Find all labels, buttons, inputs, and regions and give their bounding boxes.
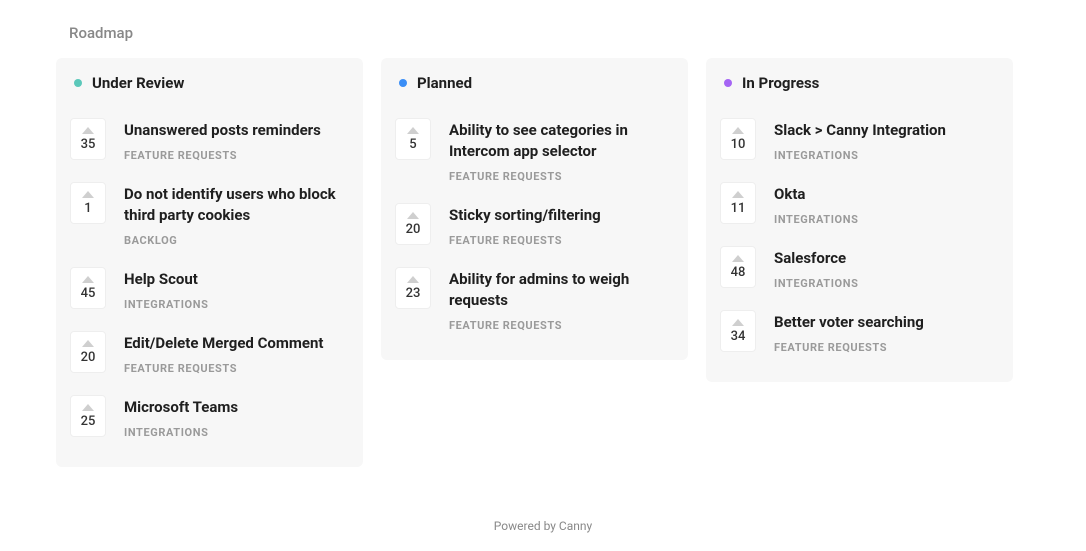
card-body: Slack > Canny Integration INTEGRATIONS — [774, 118, 946, 162]
card-title-link[interactable]: Ability for admins to weigh requests — [449, 269, 674, 311]
roadmap-card: 48 Salesforce INTEGRATIONS — [720, 236, 999, 300]
upvote-count: 20 — [406, 222, 421, 237]
upvote-count: 1 — [84, 201, 91, 216]
roadmap-card: 34 Better voter searching FEATURE REQUESTS — [720, 300, 999, 364]
upvote-arrow-icon — [732, 127, 744, 134]
card-body: Microsoft Teams INTEGRATIONS — [124, 395, 238, 439]
card-body: Okta INTEGRATIONS — [774, 182, 858, 226]
card-category-label: FEATURE REQUESTS — [124, 149, 321, 162]
upvote-count: 34 — [731, 329, 746, 344]
card-category-label: FEATURE REQUESTS — [449, 319, 674, 332]
card-category-label: INTEGRATIONS — [124, 298, 208, 311]
upvote-count: 10 — [731, 137, 746, 152]
upvote-arrow-icon — [82, 404, 94, 411]
status-dot-icon — [399, 79, 407, 87]
card-title-link[interactable]: Sticky sorting/filtering — [449, 205, 601, 226]
upvote-count: 35 — [81, 137, 96, 152]
upvote-arrow-icon — [407, 212, 419, 219]
upvote-button[interactable]: 48 — [720, 246, 756, 288]
upvote-button[interactable]: 35 — [70, 118, 106, 160]
card-title-link[interactable]: Salesforce — [774, 248, 858, 269]
card-body: Do not identify users who block third pa… — [124, 182, 349, 247]
upvote-arrow-icon — [732, 191, 744, 198]
card-body: Ability for admins to weigh requests FEAT… — [449, 267, 674, 332]
column-title: Under Review — [92, 74, 184, 92]
card-title-link[interactable]: Slack > Canny Integration — [774, 120, 946, 141]
upvote-button[interactable]: 20 — [395, 203, 431, 245]
card-body: Help Scout INTEGRATIONS — [124, 267, 208, 311]
upvote-count: 25 — [81, 414, 96, 429]
card-body: Sticky sorting/filtering FEATURE REQUESTS — [449, 203, 601, 247]
roadmap-card: 10 Slack > Canny Integration INTEGRATIONS — [720, 108, 999, 172]
card-category-label: INTEGRATIONS — [774, 149, 946, 162]
card-category-label: FEATURE REQUESTS — [449, 170, 674, 183]
roadmap-card: 1 Do not identify users who block third p… — [70, 172, 349, 257]
roadmap-card: 45 Help Scout INTEGRATIONS — [70, 257, 349, 321]
upvote-arrow-icon — [82, 276, 94, 283]
roadmap-column: In Progress 10 Slack > Canny Integration IN… — [706, 58, 1013, 382]
card-body: Edit/Delete Merged Comment FEATURE REQUES… — [124, 331, 323, 375]
column-header: Planned — [395, 74, 674, 108]
card-body: Ability to see categories in Intercom ap… — [449, 118, 674, 183]
upvote-count: 23 — [406, 286, 421, 301]
roadmap-card: 20 Sticky sorting/filtering FEATURE REQUES… — [395, 193, 674, 257]
card-category-label: BACKLOG — [124, 234, 349, 247]
upvote-arrow-icon — [407, 276, 419, 283]
roadmap-card: 11 Okta INTEGRATIONS — [720, 172, 999, 236]
column-header: Under Review — [70, 74, 349, 108]
upvote-button[interactable]: 25 — [70, 395, 106, 437]
upvote-arrow-icon — [82, 127, 94, 134]
upvote-button[interactable]: 23 — [395, 267, 431, 309]
upvote-count: 45 — [81, 286, 96, 301]
upvote-button[interactable]: 10 — [720, 118, 756, 160]
card-category-label: FEATURE REQUESTS — [449, 234, 601, 247]
upvote-button[interactable]: 1 — [70, 182, 106, 224]
upvote-count: 20 — [81, 350, 96, 365]
upvote-arrow-icon — [82, 340, 94, 347]
card-title-link[interactable]: Edit/Delete Merged Comment — [124, 333, 323, 354]
card-title-link[interactable]: Help Scout — [124, 269, 208, 290]
column-title: Planned — [417, 74, 472, 92]
card-title-link[interactable]: Do not identify users who block third pa… — [124, 184, 349, 226]
roadmap-card: 35 Unanswered posts reminders FEATURE REQU… — [70, 108, 349, 172]
card-title-link[interactable]: Unanswered posts reminders — [124, 120, 321, 141]
page-title: Roadmap — [0, 0, 1086, 42]
card-category-label: INTEGRATIONS — [774, 213, 858, 226]
roadmap-card: 23 Ability for admins to weigh requests FE… — [395, 257, 674, 342]
card-category-label: INTEGRATIONS — [774, 277, 858, 290]
card-body: Salesforce INTEGRATIONS — [774, 246, 858, 290]
card-title-link[interactable]: Okta — [774, 184, 858, 205]
upvote-button[interactable]: 20 — [70, 331, 106, 373]
card-title-link[interactable]: Better voter searching — [774, 312, 924, 333]
column-header: In Progress — [720, 74, 999, 108]
upvote-count: 5 — [409, 137, 416, 152]
card-body: Unanswered posts reminders FEATURE REQUES… — [124, 118, 321, 162]
upvote-arrow-icon — [732, 255, 744, 262]
status-dot-icon — [724, 79, 732, 87]
upvote-arrow-icon — [732, 319, 744, 326]
card-category-label: INTEGRATIONS — [124, 426, 238, 439]
roadmap-columns: Under Review 35 Unanswered posts reminders… — [0, 42, 1086, 467]
roadmap-card: 5 Ability to see categories in Intercom a… — [395, 108, 674, 193]
card-category-label: FEATURE REQUESTS — [774, 341, 924, 354]
upvote-count: 48 — [731, 265, 746, 280]
roadmap-column: Planned 5 Ability to see categories in Int… — [381, 58, 688, 360]
roadmap-card: 25 Microsoft Teams INTEGRATIONS — [70, 385, 349, 449]
card-body: Better voter searching FEATURE REQUESTS — [774, 310, 924, 354]
card-title-link[interactable]: Microsoft Teams — [124, 397, 238, 418]
status-dot-icon — [74, 79, 82, 87]
upvote-arrow-icon — [407, 127, 419, 134]
upvote-arrow-icon — [82, 191, 94, 198]
upvote-button[interactable]: 5 — [395, 118, 431, 160]
card-category-label: FEATURE REQUESTS — [124, 362, 323, 375]
card-title-link[interactable]: Ability to see categories in Intercom ap… — [449, 120, 674, 162]
roadmap-column: Under Review 35 Unanswered posts reminders… — [56, 58, 363, 467]
column-title: In Progress — [742, 74, 819, 92]
roadmap-card: 20 Edit/Delete Merged Comment FEATURE REQU… — [70, 321, 349, 385]
powered-by-footer[interactable]: Powered by Canny — [0, 519, 1086, 533]
upvote-button[interactable]: 11 — [720, 182, 756, 224]
upvote-button[interactable]: 34 — [720, 310, 756, 352]
upvote-count: 11 — [731, 201, 746, 216]
upvote-button[interactable]: 45 — [70, 267, 106, 309]
